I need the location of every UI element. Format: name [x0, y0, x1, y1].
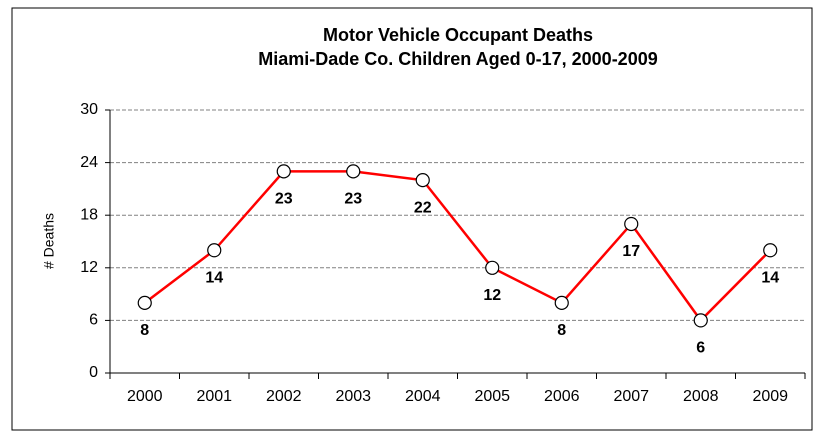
- data-point: [624, 216, 639, 232]
- data-label: 12: [483, 287, 501, 304]
- x-tick-label: 2002: [266, 388, 302, 405]
- data-point: [276, 164, 291, 179]
- x-tick-label: 2001: [196, 388, 232, 405]
- y-tick-label: 6: [89, 312, 98, 329]
- data-label: 14: [205, 269, 223, 286]
- data-point: [763, 243, 778, 258]
- data-point: [693, 313, 708, 328]
- data-label: 8: [557, 322, 566, 339]
- data-point: [137, 295, 152, 310]
- x-tick-label: 2009: [752, 388, 788, 405]
- chart-title: Motor Vehicle Occupant Deaths: [323, 25, 593, 45]
- data-label: 14: [761, 269, 779, 286]
- data-label: 17: [622, 243, 640, 260]
- x-tick-label: 2008: [683, 388, 719, 405]
- data-label: 22: [414, 199, 432, 216]
- data-label: 23: [275, 191, 293, 208]
- x-tick-label: 2006: [544, 388, 580, 405]
- x-tick-label: 2005: [474, 388, 510, 405]
- x-tick-label: 2007: [613, 388, 649, 405]
- data-label: 8: [140, 322, 149, 339]
- x-tick-label: 2004: [405, 388, 441, 405]
- data-label: 23: [344, 191, 362, 208]
- y-tick-label: 18: [80, 206, 98, 223]
- y-tick-label: 30: [80, 101, 98, 118]
- data-point: [346, 164, 361, 179]
- data-point: [554, 295, 569, 310]
- data-line: [143, 170, 772, 323]
- y-tick-label: 24: [80, 154, 98, 171]
- x-tick-label: 2003: [335, 388, 371, 405]
- data-point: [485, 260, 500, 275]
- chart-frame: [11, 7, 813, 431]
- y-tick-label: 12: [80, 259, 98, 276]
- x-tick-label: 2000: [127, 388, 163, 405]
- y-axis-label: # Deaths: [41, 213, 57, 269]
- chart-subtitle: Miami-Dade Co. Children Aged 0-17, 2000-…: [258, 49, 657, 69]
- data-label: 6: [696, 340, 705, 357]
- y-tick-label: 0: [89, 364, 98, 381]
- data-point: [415, 173, 430, 188]
- data-point: [207, 243, 222, 258]
